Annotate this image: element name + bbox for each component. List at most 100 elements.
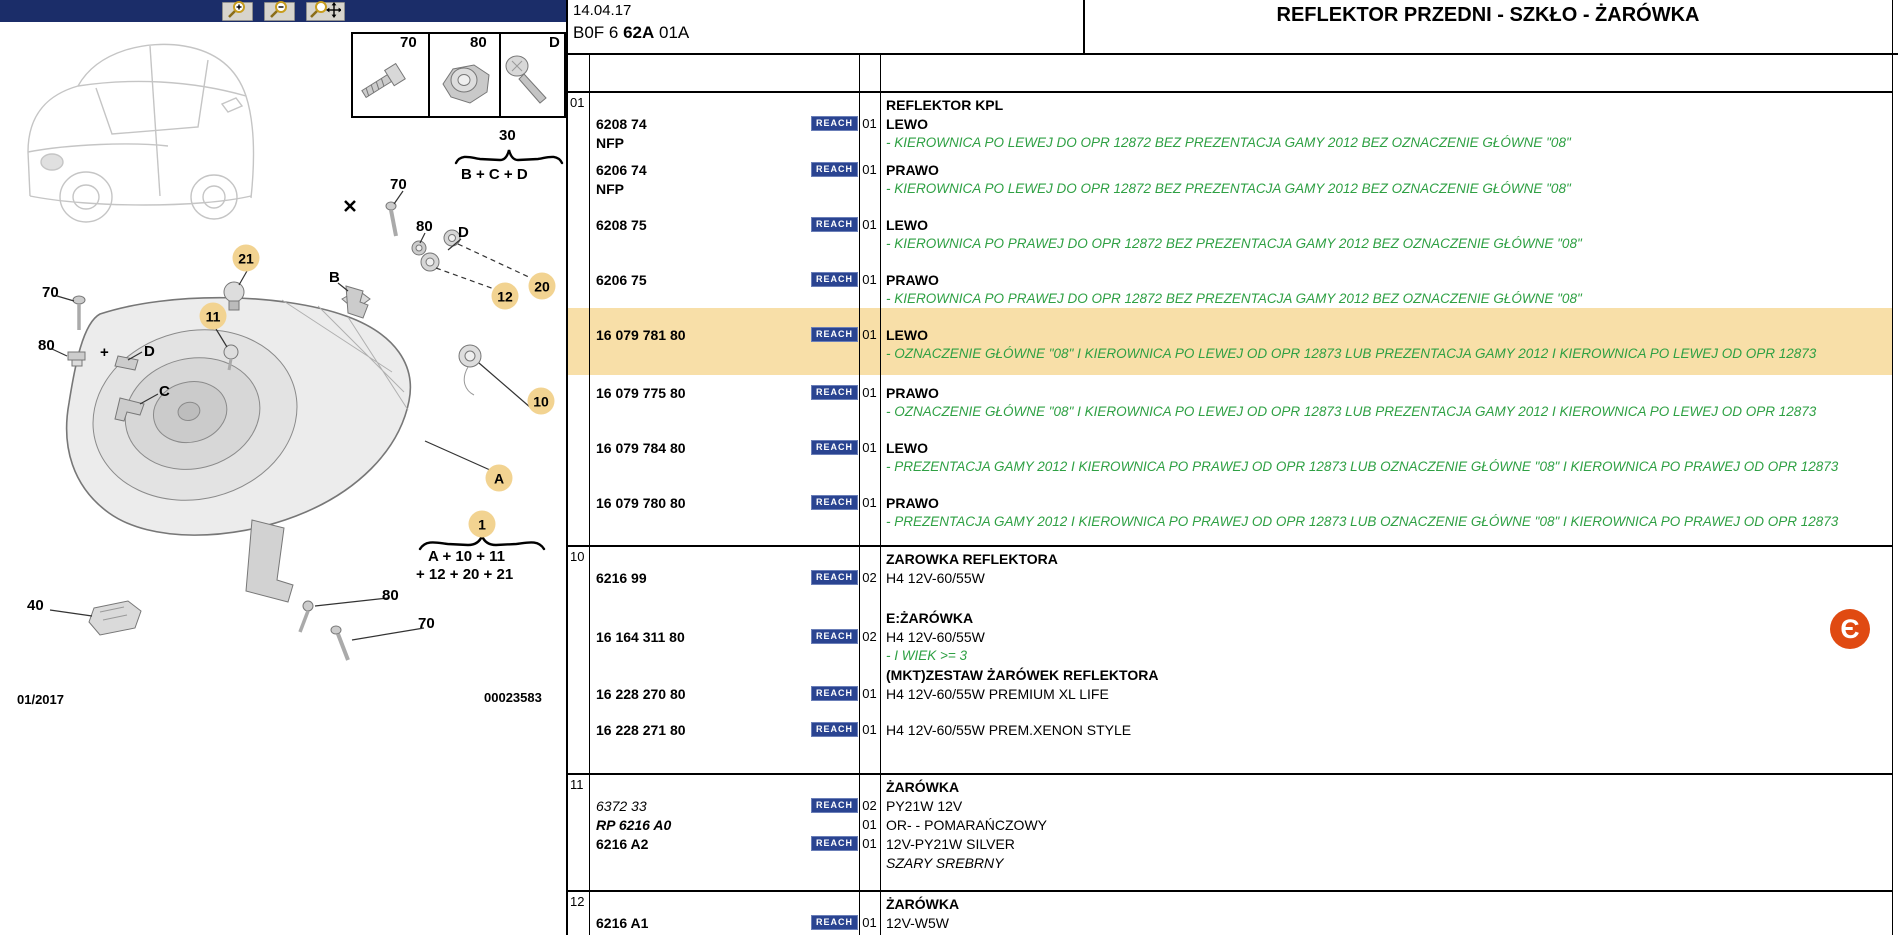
callout-11[interactable]: 11 — [199, 302, 227, 330]
reach-badge[interactable]: REACH — [810, 798, 858, 813]
applicability-note: - KIEROWNICA PO LEWEJ DO OPR 12872 BEZ P… — [886, 135, 1571, 150]
table-row: E:ŻARÓWKA — [566, 608, 1892, 627]
part-description: 12V-PY21W SILVER — [886, 835, 1015, 852]
applicability-note: - KIEROWNICA PO PRAWEJ DO OPR 12872 BEZ … — [886, 291, 1582, 306]
reach-badge[interactable]: REACH — [810, 629, 858, 644]
part-cell: 6208 75 REACH — [589, 217, 859, 233]
part-cell: 6206 74 REACH — [589, 162, 859, 178]
table-row: (MKT)ZESTAW ŻARÓWEK REFLEKTORA — [566, 665, 1892, 684]
reach-badge[interactable]: REACH — [810, 162, 858, 177]
quantity: 01 — [862, 722, 877, 737]
part-number[interactable]: 6216 99 — [596, 569, 647, 586]
reach-badge[interactable]: REACH — [810, 570, 858, 585]
part-cell: 16 079 781 80 REACH — [589, 327, 859, 343]
callout-20[interactable]: 20 — [528, 272, 556, 300]
reach-badge[interactable]: REACH — [810, 915, 858, 930]
table-row: - KIEROWNICA PO PRAWEJ DO OPR 12872 BEZ … — [566, 289, 1892, 308]
callout-10[interactable]: 10 — [527, 387, 555, 415]
part-number[interactable]: 6216 A1 — [596, 914, 649, 931]
part-number[interactable]: 6206 74 — [596, 161, 647, 178]
parts-group-10: 10 ZAROWKA REFLEKTORA 6216 99 REACH 02 H4 12V… — [566, 545, 1892, 773]
group-gutter — [566, 627, 589, 646]
reach-badge[interactable]: REACH — [810, 217, 858, 232]
group-gutter — [566, 383, 589, 402]
reach-badge[interactable]: REACH — [810, 116, 858, 131]
reach-badge[interactable]: REACH — [810, 327, 858, 342]
exploded-view-diagram — [27, 32, 566, 661]
part-number[interactable]: 16 079 780 80 — [596, 494, 686, 511]
zoom-pan-button[interactable] — [305, 1, 345, 21]
reach-badge[interactable]: REACH — [810, 686, 858, 701]
part-number[interactable]: 16 079 784 80 — [596, 439, 686, 456]
reach-badge[interactable]: REACH — [810, 495, 858, 510]
diagram-label-80: 80 — [416, 218, 433, 235]
nfp-flag: NFP — [596, 180, 624, 197]
applicability-note: - OZNACZENIE GŁÓWNE "08" I KIEROWNICA PO… — [886, 404, 1817, 419]
part-description: PRAWO — [886, 161, 939, 178]
group-gutter — [566, 834, 589, 853]
headlamp-illustration — [65, 289, 412, 603]
callout-12[interactable]: 12 — [491, 282, 519, 310]
table-row[interactable]: 6206 74 REACH 01 PRAWO — [566, 160, 1892, 179]
table-row: - OZNACZENIE GŁÓWNE "08" I KIEROWNICA PO… — [566, 402, 1892, 421]
table-row[interactable]: 16 228 270 80 REACH 01 H4 12V-60/55W PREMIU… — [566, 684, 1892, 703]
table-row[interactable]: 16 079 781 80 REACH 01 LEWO — [566, 325, 1892, 344]
table-row[interactable]: 6216 A1 REACH 01 12V-W5W — [566, 913, 1892, 932]
diagram-label-70: 70 — [418, 615, 435, 632]
group-column-line — [589, 53, 590, 935]
table-row[interactable]: 6216 99 REACH 02 H4 12V-60/55W — [566, 568, 1892, 587]
table-row[interactable]: 16 164 311 80 REACH 02 H4 12V-60/55W — [566, 627, 1892, 646]
table-row[interactable]: 16 079 780 80 REACH 01 PRAWO — [566, 493, 1892, 512]
zoom-in-button[interactable] — [221, 1, 253, 21]
quantity: 01 — [862, 327, 877, 342]
table-row[interactable]: 6208 74 REACH 01 LEWO — [566, 114, 1892, 133]
reach-badge[interactable]: REACH — [810, 385, 858, 400]
reach-badge[interactable]: REACH — [810, 836, 858, 851]
part-number[interactable]: 6216 A2 — [596, 835, 649, 852]
diagram-label-80: 80 — [382, 587, 399, 604]
table-row: - PREZENTACJA GAMY 2012 I KIEROWNICA PO … — [566, 512, 1892, 531]
part-number[interactable]: 16 228 271 80 — [596, 721, 686, 738]
part-number[interactable]: 6372 33 — [596, 797, 647, 814]
part-description: PRAWO — [886, 494, 939, 511]
page-code-suffix: 01A — [654, 23, 690, 42]
table-row[interactable]: 6208 75 REACH 01 LEWO — [566, 215, 1892, 234]
table-row[interactable]: 16 079 775 80 REACH 01 PRAWO — [566, 383, 1892, 402]
part-number[interactable]: 6208 74 — [596, 115, 647, 132]
table-row[interactable]: 16 228 271 80 REACH 01 H4 12V-60/55W PREM.X… — [566, 720, 1892, 739]
diagram-label-b: B — [329, 269, 340, 286]
table-row[interactable]: 6372 33 REACH 02 PY21W 12V — [566, 796, 1892, 815]
zoom-in-icon — [225, 1, 249, 21]
reach-badge[interactable]: REACH — [810, 440, 858, 455]
table-row[interactable]: 6206 75 REACH 01 PRAWO — [566, 270, 1892, 289]
part-number[interactable]: 6206 75 — [596, 271, 647, 288]
group-gutter — [566, 608, 589, 627]
part-number[interactable]: 16 228 270 80 — [596, 685, 686, 702]
part-number[interactable]: 6208 75 — [596, 216, 647, 233]
row-spacer — [566, 703, 1892, 720]
applicability-note: - OZNACZENIE GŁÓWNE "08" I KIEROWNICA PO… — [886, 346, 1817, 361]
reach-badge[interactable]: REACH — [810, 722, 858, 737]
callout-21[interactable]: 21 — [232, 244, 260, 272]
parts-group-11: 11 ŻARÓWKA 6372 33 REACH 02 PY21W 12V RP 6216 … — [566, 773, 1892, 890]
diagram-label-mark: + — [100, 344, 109, 361]
table-row[interactable]: RP 6216 A0 01 OR- - POMARAŃCZOWY — [566, 815, 1892, 834]
diagram-sheet-number: 00023583 — [484, 690, 542, 705]
zoom-pan-icon — [309, 1, 342, 21]
zoom-out-button[interactable] — [263, 1, 295, 21]
callout-1[interactable]: 1 — [468, 510, 496, 538]
group-gutter — [566, 684, 589, 703]
part-number[interactable]: 16 079 781 80 — [596, 326, 686, 343]
part-description: 12V-W5W — [886, 914, 950, 931]
reach-badge[interactable]: REACH — [810, 272, 858, 287]
group-number: 01 — [570, 95, 585, 110]
part-number[interactable]: 16 079 775 80 — [596, 384, 686, 401]
table-row[interactable]: 16 079 784 80 REACH 01 LEWO — [566, 438, 1892, 457]
group-gutter — [566, 325, 589, 344]
quantity: 01 — [862, 440, 877, 455]
callout-a[interactable]: A — [485, 464, 513, 492]
table-row[interactable]: 6216 A2 REACH 01 12V-PY21W SILVER — [566, 834, 1892, 853]
part-description: H4 12V-60/55W PREM.XENON STYLE — [886, 721, 1132, 738]
part-number[interactable]: 16 164 311 80 — [596, 628, 685, 645]
